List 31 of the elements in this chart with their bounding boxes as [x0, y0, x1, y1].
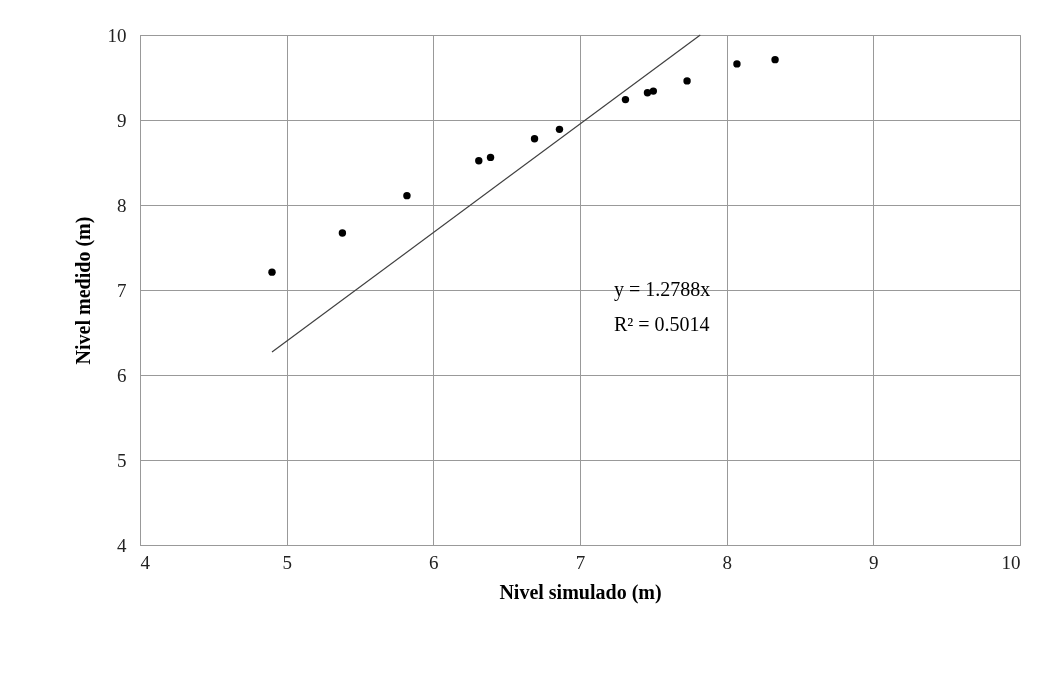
point: [486, 153, 495, 162]
y-tick-label: 8: [117, 194, 127, 216]
point: [530, 135, 539, 143]
point: [475, 157, 483, 165]
point: [555, 125, 564, 134]
point: [683, 77, 691, 85]
y-tick-label: 10: [107, 24, 127, 46]
annotation: y = 1.2788x: [614, 278, 711, 301]
y-tick-label: 4: [117, 534, 127, 556]
x-tick-label: 5: [282, 551, 292, 573]
y-tick-label: 6: [117, 364, 127, 386]
x-tick-label: 6: [429, 551, 439, 573]
point: [338, 229, 347, 237]
point: [621, 95, 630, 104]
x-tick-label: 7: [575, 551, 586, 573]
x-tick-label: 9: [869, 551, 879, 573]
point: [268, 268, 276, 276]
point: [403, 191, 411, 200]
point: [771, 55, 779, 64]
x-tick-label: 10: [1001, 551, 1021, 573]
y-tick-label: 5: [117, 449, 127, 471]
x-tick-label: 4: [140, 551, 151, 573]
y-tick-label: 9: [117, 109, 127, 131]
y-tick-label: 7: [117, 279, 127, 301]
x-tick-label: 8: [722, 551, 732, 573]
x-axis-title: Nivel simulado (m): [499, 580, 662, 604]
y-axis-title: Nivel medido (m): [71, 216, 95, 365]
point: [643, 89, 652, 97]
point: [733, 60, 741, 68]
point: [649, 87, 658, 95]
annotation: R² = 0.5014: [614, 313, 710, 335]
